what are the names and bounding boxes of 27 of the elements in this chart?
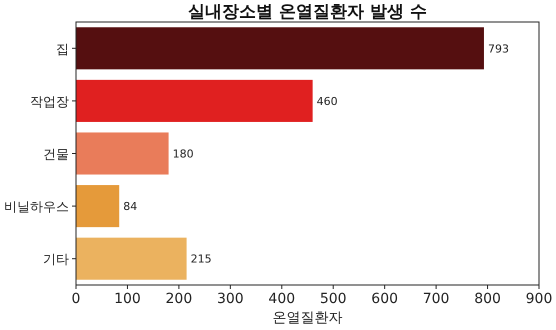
bar — [76, 80, 313, 122]
data-label: 460 — [316, 94, 338, 108]
bar — [76, 132, 169, 175]
y-tick-label: 집 — [56, 42, 69, 58]
data-label: 215 — [190, 252, 212, 266]
y-tick-label: 기타 — [43, 252, 69, 268]
x-tick-label: 200 — [166, 291, 192, 307]
y-tick-label: 비닐하우스 — [4, 200, 69, 216]
data-label: 793 — [488, 42, 509, 56]
x-tick-label: 700 — [422, 291, 450, 307]
y-tick-label: 건물 — [43, 148, 69, 162]
x-tick-label: 0 — [72, 291, 80, 307]
x-tick-label: 400 — [268, 291, 296, 307]
chart-title: 실내장소별 온열질환자 발생 수 — [188, 2, 427, 22]
bar — [76, 27, 484, 70]
y-tick-label: 작업장 — [30, 94, 69, 110]
bar — [76, 185, 120, 228]
x-tick-label: 800 — [474, 291, 501, 307]
x-tick-label: 300 — [216, 291, 244, 307]
bar — [76, 238, 187, 280]
x-tick-label: 900 — [526, 291, 552, 307]
x-axis-title: 온열질환자 — [272, 310, 342, 326]
x-tick-label: 500 — [320, 291, 347, 307]
data-label: 180 — [172, 148, 194, 160]
data-label: 84 — [123, 200, 138, 214]
x-tick-label: 100 — [114, 291, 141, 307]
x-tick-label: 600 — [371, 291, 398, 307]
